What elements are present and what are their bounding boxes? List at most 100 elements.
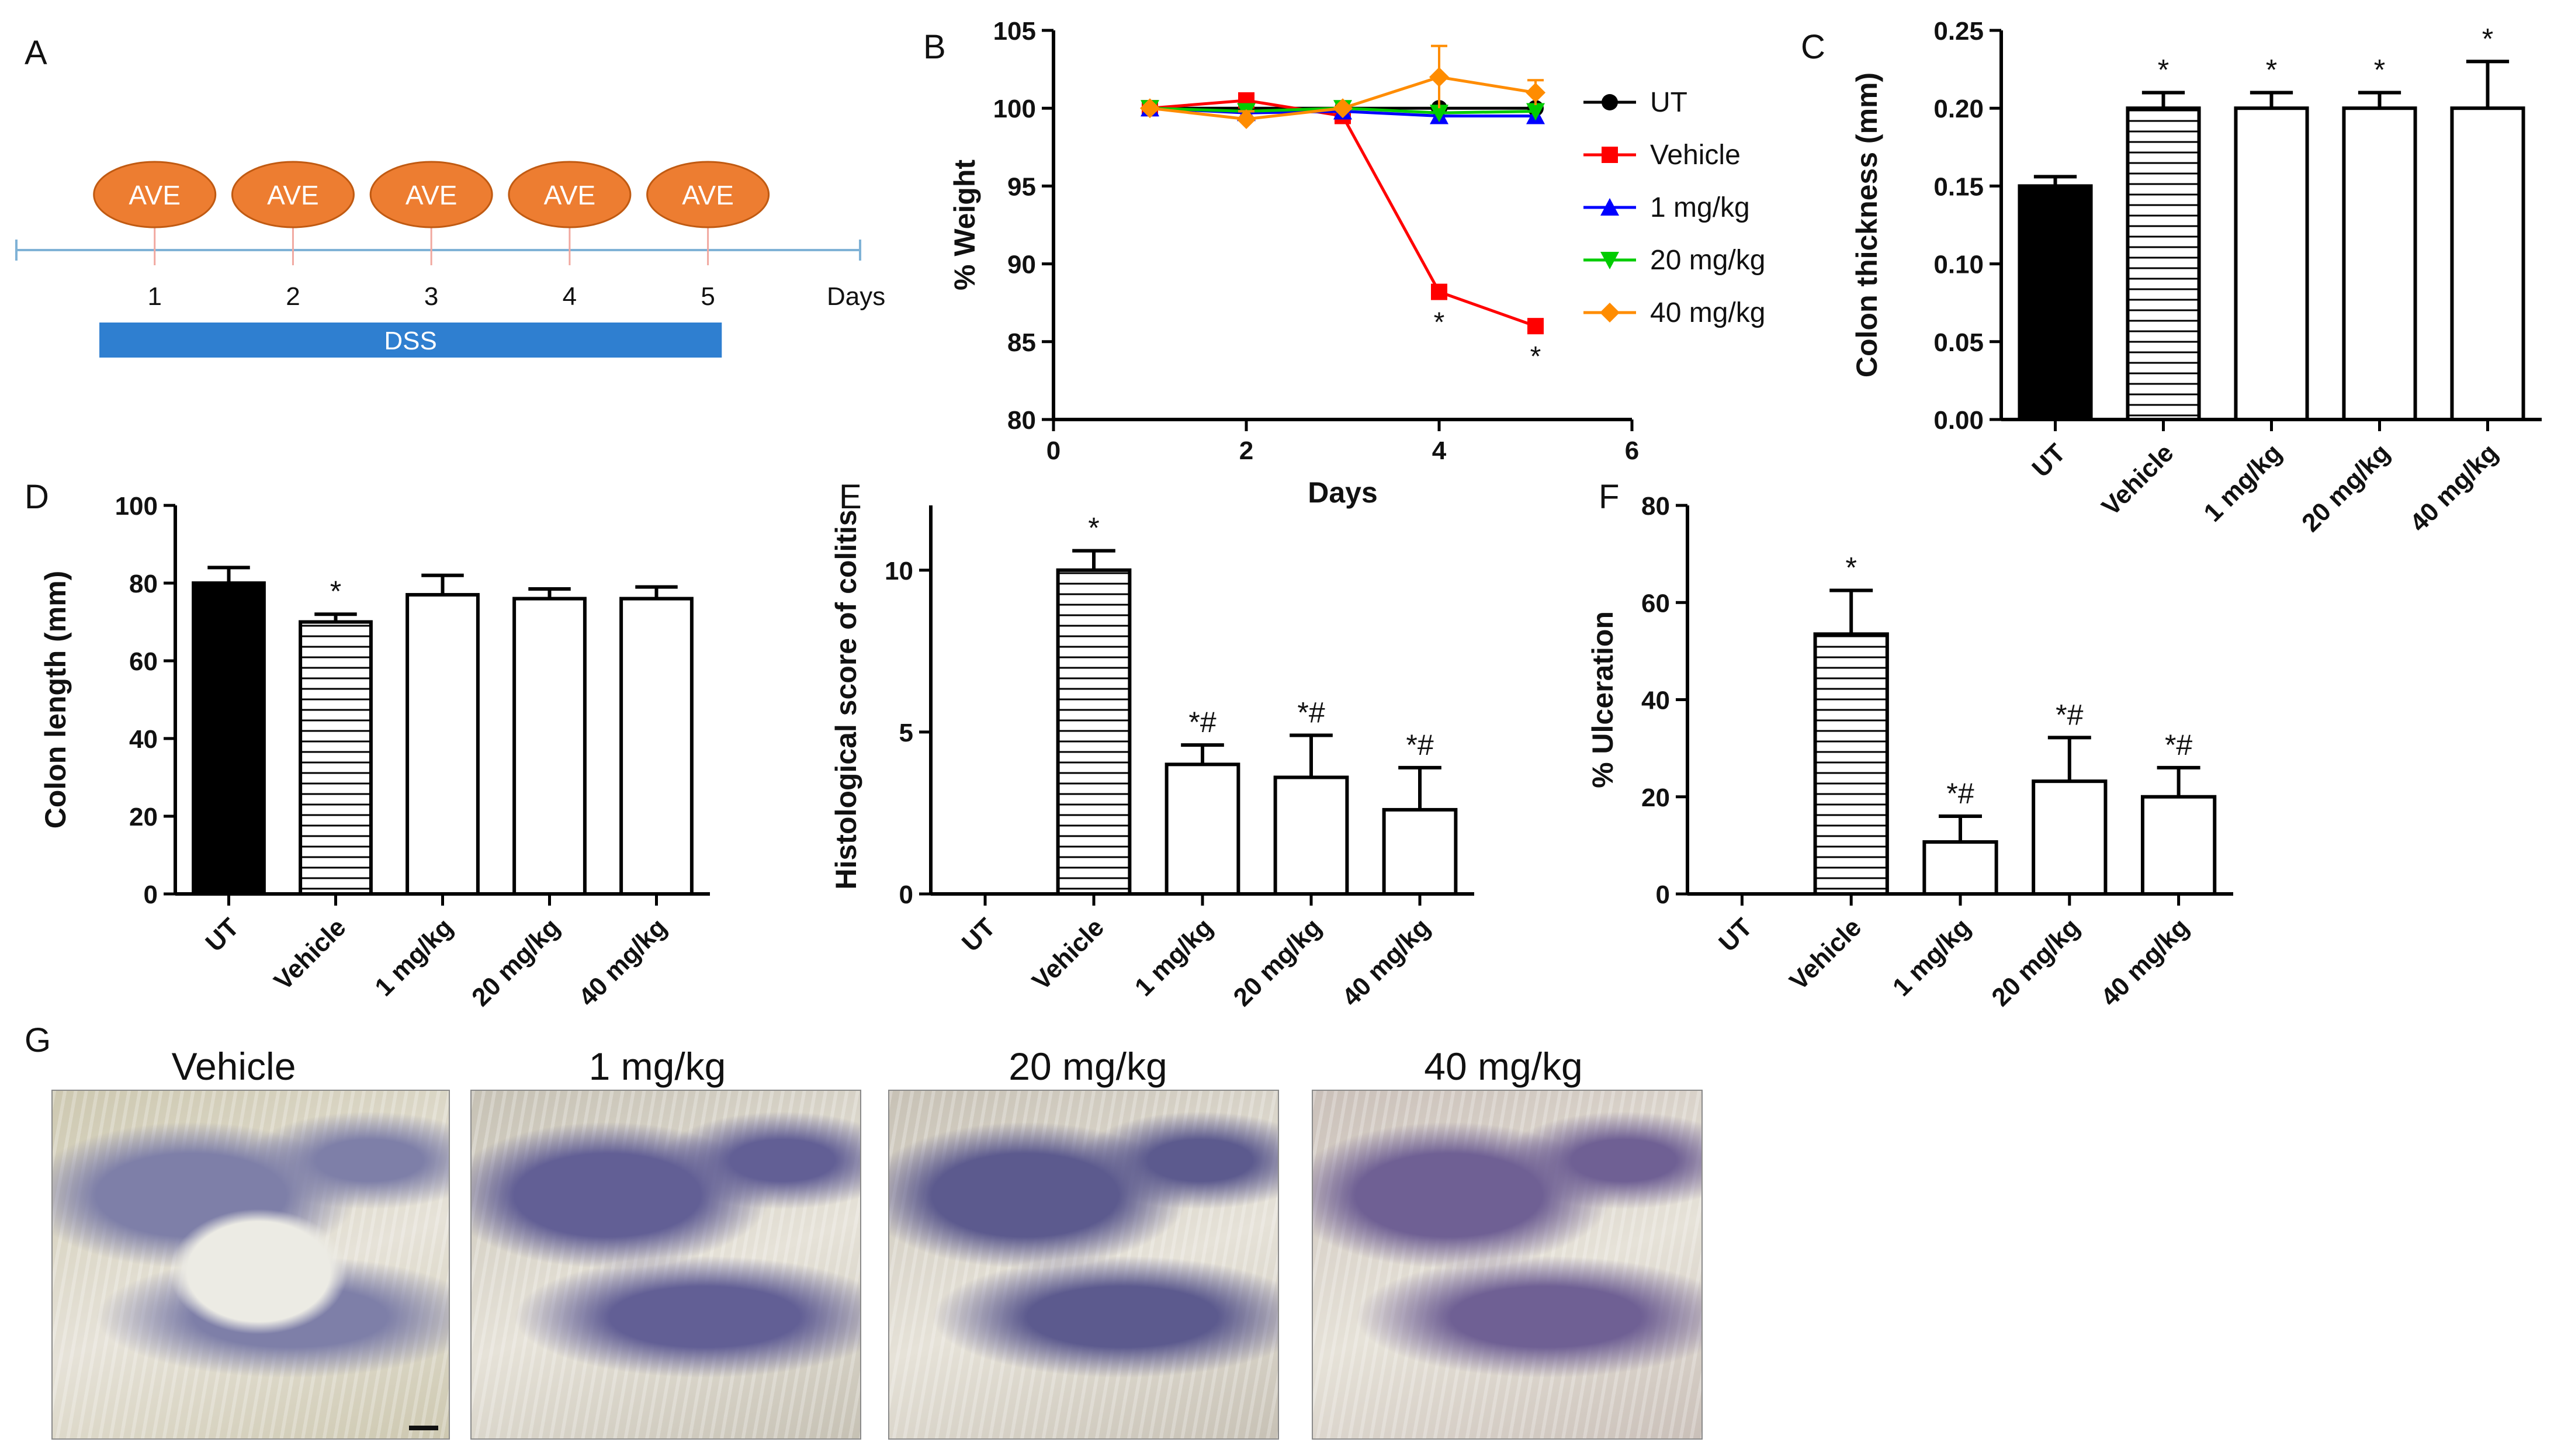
ulceration-x-tick-label-40-mg-kg: 40 mg/kg <box>2095 913 2195 1012</box>
ulceration-bar-1-mg-kg <box>1922 840 1998 896</box>
ulceration-x-tick-label-20-mg-kg: 20 mg/kg <box>1986 913 2085 1012</box>
legend-marker-40-mg-kg <box>1600 303 1620 323</box>
series-line-vehicle <box>1149 99 1536 328</box>
ave-dose-label-1: AVE <box>129 180 181 210</box>
thickness-x-tick-label-1-mg-kg: 1 mg/kg <box>2198 438 2287 527</box>
weight-x-tick-label-2: 4 <box>1432 436 1447 465</box>
thickness-y-tick-label-0: 0.00 <box>1933 406 1984 435</box>
histological-score-chart: 0 5 10 Histological score of colitis UT * Vehi… <box>830 505 1474 1012</box>
histology-x-tick-label-1-mg-kg: 1 mg/kg <box>1129 913 1218 1001</box>
ulceration-y-tick-label-3: 60 <box>1641 589 1670 618</box>
series-point-40-mg-kg-4 <box>1526 82 1545 103</box>
panel-label-f: F <box>1599 478 1619 516</box>
ave-dose-label-3: AVE <box>406 180 458 210</box>
histology-annotation-20-mg-kg: *# <box>1297 696 1325 729</box>
weight-y-tick-label-1: 85 <box>1007 328 1036 357</box>
thickness-y-tick-label-2: 0.10 <box>1933 251 1984 279</box>
weight-x-tick-label-1: 2 <box>1239 436 1253 465</box>
thickness-x-tick-label-20-mg-kg: 20 mg/kg <box>2296 438 2396 538</box>
timeline-day-label-5: 5 <box>701 282 715 311</box>
thickness-y-tick-label-4: 0.20 <box>1933 95 1984 123</box>
series-vehicle <box>1142 92 1544 335</box>
micrograph-40-mg-kg <box>1312 1090 1703 1440</box>
ulceration-chart: 0 20 40 60 80 % Ulceration UT * Vehicle *# 1 mg/kg… <box>1586 492 2233 1012</box>
series-point-40-mg-kg-1 <box>1236 109 1256 129</box>
length-x-tick-label-vehicle: Vehicle <box>269 913 352 996</box>
ulceration-annotation-vehicle: * <box>1845 551 1856 584</box>
thickness-x-tick-label-vehicle: Vehicle <box>2096 438 2179 521</box>
series-point-20-mg-kg-4 <box>1526 103 1545 121</box>
timeline-days-label: Days <box>827 282 885 311</box>
ulceration-annotation-1-mg-kg: *# <box>1946 777 1974 810</box>
timeline-day-label-2: 2 <box>286 282 300 311</box>
ulceration-bar-20-mg-kg <box>2032 779 2108 896</box>
ulceration-y-tick-label-4: 80 <box>1641 492 1670 521</box>
legend-label-20-mg-kg: 20 mg/kg <box>1650 245 1765 276</box>
series-point-vehicle-4 <box>1527 318 1544 335</box>
length-y-tick-label-3: 60 <box>129 647 158 676</box>
timeline-day-label-3: 3 <box>424 282 438 311</box>
legend-marker-20-mg-kg <box>1600 252 1619 269</box>
length-bar-ut <box>192 581 266 896</box>
thickness-y-tick-label-3: 0.15 <box>1933 172 1984 201</box>
ulceration-annotation-40-mg-kg: *# <box>2165 729 2192 761</box>
series-40-mg-kg <box>1140 44 1545 129</box>
thickness-bar-1-mg-kg <box>2234 106 2309 421</box>
length-bar-20-mg-kg <box>512 597 587 896</box>
micrograph-titles: Vehicle 1 mg/kg 20 mg/kg 40 mg/kg <box>172 1045 1583 1088</box>
timeline-panel: AVE AVE AVE AVE AVE 1 2 3 4 5 Days DSS <box>15 161 885 358</box>
series-point-40-mg-kg-0 <box>1140 98 1160 119</box>
histology-y-tick-label-0: 0 <box>899 880 913 909</box>
length-bar-vehicle <box>299 620 373 896</box>
ulceration-y-tick-label-2: 40 <box>1641 687 1670 715</box>
ave-dose-label-2: AVE <box>267 180 319 210</box>
ave-dose-3 <box>369 161 493 228</box>
thickness-bar-vehicle <box>2126 106 2201 421</box>
timeline-day-label-4: 4 <box>563 282 577 311</box>
micrograph-title-1-mg-kg: 1 mg/kg <box>589 1045 726 1088</box>
histology-x-tick-label-vehicle: Vehicle <box>1027 913 1110 996</box>
weight-y-tick-label-0: 80 <box>1007 406 1036 435</box>
length-y-tick-label-1: 20 <box>129 803 158 831</box>
weight-y-axis-title: % Weight <box>948 160 981 290</box>
legend-label-1-mg-kg: 1 mg/kg <box>1650 192 1750 223</box>
histology-x-tick-label-40-mg-kg: 40 mg/kg <box>1337 913 1436 1012</box>
ave-dose-1 <box>93 161 217 228</box>
histology-bar-40-mg-kg <box>1382 807 1458 896</box>
micrograph-vehicle <box>51 1090 450 1440</box>
colon-thickness-chart: 0.00 0.05 0.10 0.15 0.20 0.25 Colon thickness … <box>1850 17 2542 538</box>
dss-bar <box>99 323 722 358</box>
histology-bar-vehicle <box>1056 568 1132 896</box>
thickness-x-tick-label-40-mg-kg: 40 mg/kg <box>2404 438 2504 538</box>
ave-dose-2 <box>231 161 355 228</box>
weight-x-tick-label-3: 6 <box>1625 436 1639 465</box>
length-x-tick-label-1-mg-kg: 1 mg/kg <box>369 913 458 1001</box>
thickness-annotation-40-mg-kg: * <box>2482 22 2493 55</box>
ulceration-y-tick-label-0: 0 <box>1656 880 1670 909</box>
length-y-tick-label-0: 0 <box>144 880 158 909</box>
thickness-y-axis-title: Colon thickness (mm) <box>1850 72 1883 377</box>
panel-label-d: D <box>25 478 49 516</box>
series-point-vehicle-3 <box>1431 283 1447 300</box>
length-x-tick-label-20-mg-kg: 20 mg/kg <box>466 913 566 1012</box>
ave-dose-label-5: AVE <box>682 180 734 210</box>
histology-annotation-40-mg-kg: *# <box>1406 729 1433 761</box>
length-bar-40-mg-kg <box>619 597 694 896</box>
histology-x-tick-label-ut: UT <box>956 913 1001 957</box>
length-x-tick-label-ut: UT <box>200 913 244 957</box>
weight-chart: 80 85 90 95 100 105 0 2 4 6 Days % Weight UT Vehicle 1… <box>948 17 1765 509</box>
weight-y-tick-label-5: 105 <box>993 17 1036 46</box>
thickness-bar-40-mg-kg <box>2450 106 2525 421</box>
ulceration-y-tick-label-1: 20 <box>1641 784 1670 812</box>
legend-marker-vehicle <box>1602 147 1618 163</box>
micrograph-1-mg-kg <box>470 1090 861 1440</box>
length-y-tick-label-5: 100 <box>115 492 158 521</box>
series-point-20-mg-kg-3 <box>1430 105 1448 123</box>
weight-significance-0: * <box>1434 307 1445 338</box>
ulceration-y-axis-title: % Ulceration <box>1586 611 1619 788</box>
legend-marker-1-mg-kg <box>1600 198 1619 216</box>
thickness-bar-ut <box>2018 184 2093 421</box>
series-point-40-mg-kg-3 <box>1429 67 1449 87</box>
weight-y-tick-label-4: 100 <box>993 95 1036 123</box>
